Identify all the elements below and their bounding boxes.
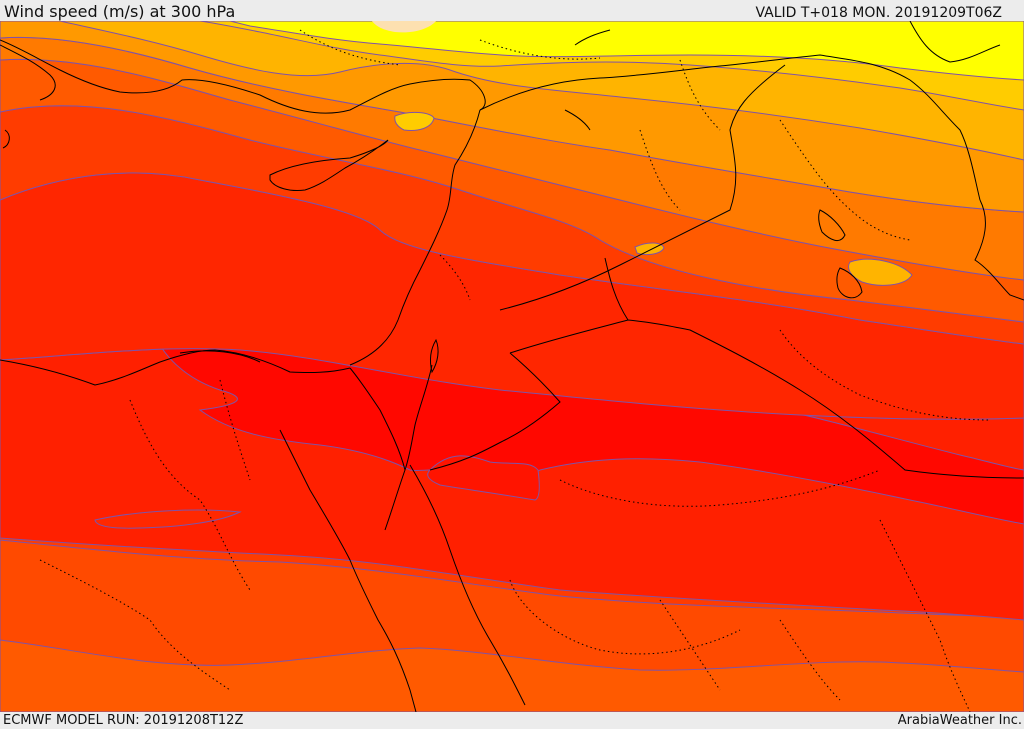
map-header: Wind speed (m/s) at 300 hPa VALID T+018 … <box>0 0 1024 21</box>
contour-blob-1 <box>394 111 435 131</box>
map-footer: ECMWF MODEL RUN: 20191208T12Z ArabiaWeat… <box>0 712 1024 729</box>
wind-speed-map <box>0 21 1024 712</box>
map-canvas <box>0 21 1024 712</box>
jet-core-west-lobe <box>94 509 242 529</box>
credit-label: ArabiaWeather Inc. <box>897 713 1022 728</box>
wind-band-far-south <box>0 639 1024 712</box>
jet-core-lobe <box>427 455 540 501</box>
contour-blob-3 <box>848 258 913 286</box>
wind-band-n9 <box>372 21 436 33</box>
wind-band-n8 <box>229 21 1024 81</box>
map-title: Wind speed (m/s) at 300 hPa <box>4 2 236 21</box>
valid-time-label: VALID T+018 MON. 20191209T06Z <box>755 5 1002 21</box>
model-run-label: ECMWF MODEL RUN: 20191208T12Z <box>3 713 244 728</box>
coastlines <box>0 21 1024 712</box>
admin-boundaries <box>39 29 991 712</box>
